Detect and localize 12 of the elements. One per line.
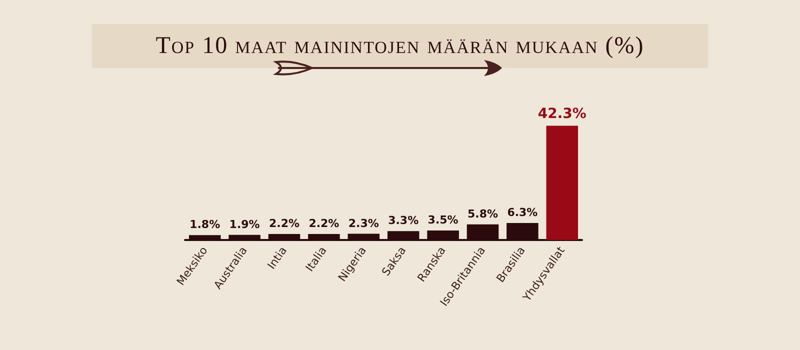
data-label: 2.2%	[268, 217, 300, 230]
bar	[546, 126, 578, 240]
data-label: 2.2%	[308, 217, 340, 230]
data-label: 1.9%	[229, 218, 260, 231]
data-label: 3.3%	[388, 214, 419, 228]
data-label: 42.3%	[538, 106, 586, 122]
data-label: 6.3%	[507, 206, 538, 219]
data-label: 2.3%	[348, 216, 379, 230]
data-label: 5.8%	[467, 207, 498, 220]
chart-title: Top 10 maat mainintojen määrän mukaan (%)	[92, 24, 708, 68]
data-label: 1.8%	[190, 218, 220, 232]
data-label: 3.5%	[428, 214, 458, 227]
